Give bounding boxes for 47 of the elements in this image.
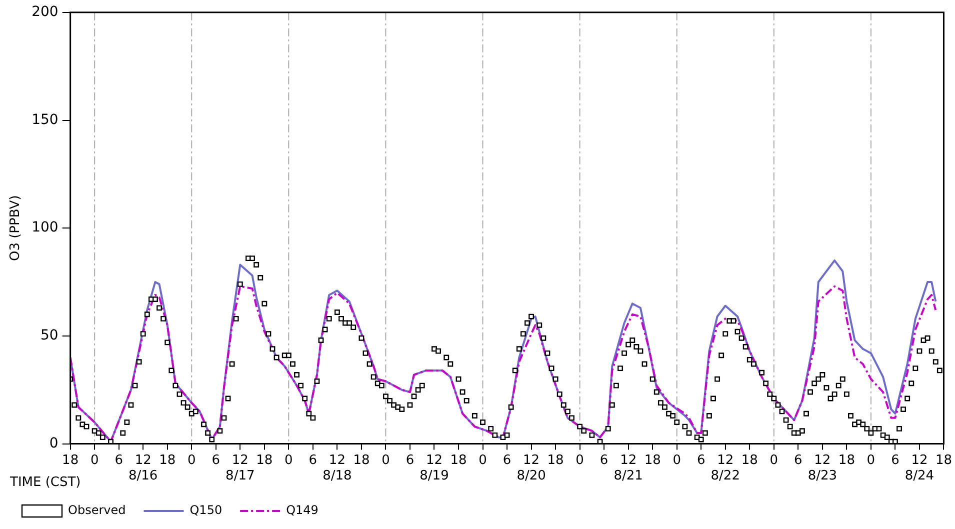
legend-label: Observed [68, 503, 126, 518]
x-tick-label: 0 [478, 452, 487, 468]
x-tick-label: 18 [62, 452, 79, 468]
x-tick-label: 18 [353, 452, 370, 468]
y-tick-label: 150 [32, 112, 58, 128]
x-tick-label: 0 [770, 452, 778, 468]
legend-label: Q149 [286, 503, 318, 518]
x-tick-label: 12 8/23 [808, 452, 838, 484]
x-tick-label: 18 [450, 452, 467, 468]
x-tick-label: 12 8/16 [128, 452, 158, 484]
x-axis-title: TIME (CST) [9, 475, 81, 490]
x-tick-label: 0 [187, 452, 196, 468]
x-tick-label: 12 8/18 [322, 452, 352, 484]
x-tick-label: 0 [576, 452, 584, 468]
x-tick-label: 12 8/21 [614, 452, 643, 484]
x-tick-label: 0 [866, 452, 876, 468]
x-tick-label: 0 [90, 452, 99, 468]
x-tick-label: 0 [284, 452, 293, 468]
y-axis-title: O3 (PPBV) [8, 195, 24, 262]
x-tick-label: 18 [935, 452, 952, 468]
x-tick-label: 18 [838, 452, 855, 468]
legend-label: Q150 [190, 503, 222, 518]
x-tick-label: 12 8/22 [710, 452, 740, 484]
x-tick-label: 12 8/24 [904, 452, 934, 484]
x-tick-label: 18 [644, 452, 661, 468]
x-tick-label: 6 [891, 452, 900, 468]
y-tick-label: 0 [49, 435, 58, 452]
x-tick-label: 6 [502, 452, 512, 468]
x-tick-label: 6 [696, 452, 706, 468]
x-tick-label: 6 [212, 452, 220, 468]
x-tick-label: 12 8/19 [420, 452, 449, 484]
x-tick-label: 6 [114, 452, 123, 468]
y-tick-label: 50 [40, 328, 58, 344]
x-tick-label: 0 [672, 452, 681, 468]
x-tick-label: 18 [256, 452, 273, 468]
x-tick-label: 18 [159, 452, 176, 468]
x-tick-label: 6 [794, 452, 802, 468]
y-tick-label: 200 [32, 4, 58, 20]
x-tick-label: 6 [308, 452, 318, 468]
y-tick-label: 100 [32, 220, 58, 236]
x-tick-label: 12 8/17 [226, 452, 255, 484]
x-tick-label: 0 [382, 452, 390, 468]
x-tick-label: 12 8/20 [516, 452, 546, 484]
x-tick-label: 6 [600, 452, 608, 468]
x-tick-label: 6 [406, 452, 414, 468]
x-tick-label: 18 [547, 452, 564, 468]
x-tick-label: 18 [741, 452, 758, 468]
